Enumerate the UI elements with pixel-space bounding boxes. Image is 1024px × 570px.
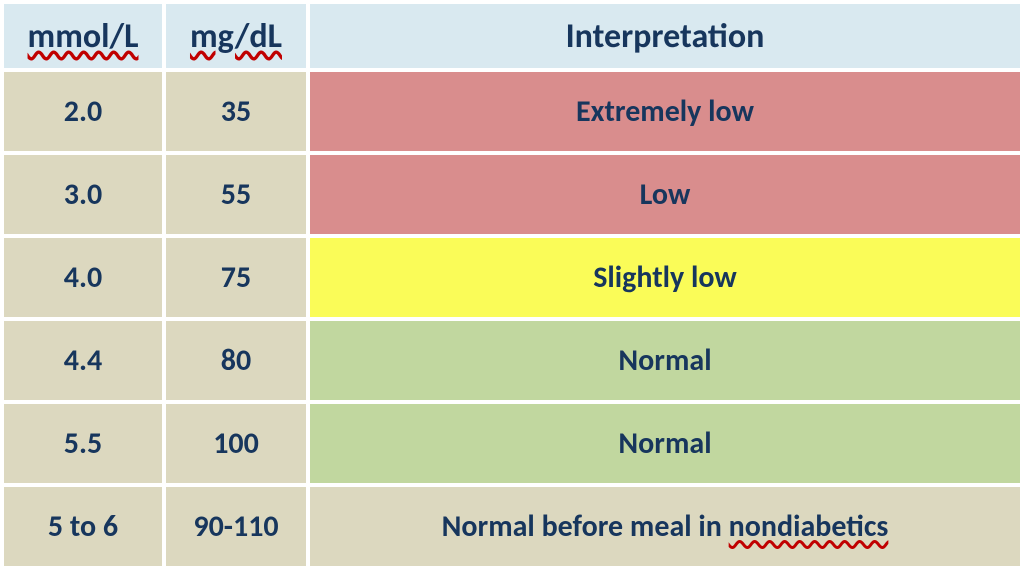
cell-interpretation: Normal bbox=[310, 321, 1020, 400]
cell-mgdl: 90-110 bbox=[166, 487, 306, 566]
cell-mmol: 4.4 bbox=[4, 321, 162, 400]
cell-interpretation: Extremely low bbox=[310, 72, 1020, 151]
cell-mgdl: 100 bbox=[166, 404, 306, 483]
table-body: 2.035Extremely low3.055Low4.075Slightly … bbox=[4, 72, 1020, 566]
col-header-mmol: mmol/L bbox=[4, 4, 162, 68]
cell-mgdl: 80 bbox=[166, 321, 306, 400]
cell-mgdl: 75 bbox=[166, 238, 306, 317]
table-row: 5.5100Normal bbox=[4, 404, 1020, 483]
cell-interpretation: Slightly low bbox=[310, 238, 1020, 317]
col-header-interpretation: Interpretation bbox=[310, 4, 1020, 68]
cell-mmol: 5 to 6 bbox=[4, 487, 162, 566]
cell-mgdl: 55 bbox=[166, 155, 306, 234]
cell-interpretation: Normal before meal in nondiabetics bbox=[310, 487, 1020, 566]
cell-mmol: 2.0 bbox=[4, 72, 162, 151]
table-header-row: mmol/L mg/dL Interpretation bbox=[4, 4, 1020, 68]
table-row: 4.075Slightly low bbox=[4, 238, 1020, 317]
cell-mmol: 4.0 bbox=[4, 238, 162, 317]
cell-mgdl: 35 bbox=[166, 72, 306, 151]
table-row: 2.035Extremely low bbox=[4, 72, 1020, 151]
cell-interpretation: Low bbox=[310, 155, 1020, 234]
table-row: 5 to 690-110Normal before meal in nondia… bbox=[4, 487, 1020, 566]
cell-mmol: 3.0 bbox=[4, 155, 162, 234]
table-row: 4.480Normal bbox=[4, 321, 1020, 400]
cell-mmol: 5.5 bbox=[4, 404, 162, 483]
cell-interpretation: Normal bbox=[310, 404, 1020, 483]
glucose-levels-table: mmol/L mg/dL Interpretation 2.035Extreme… bbox=[0, 0, 1024, 570]
col-header-mgdl: mg/dL bbox=[166, 4, 306, 68]
table-row: 3.055Low bbox=[4, 155, 1020, 234]
